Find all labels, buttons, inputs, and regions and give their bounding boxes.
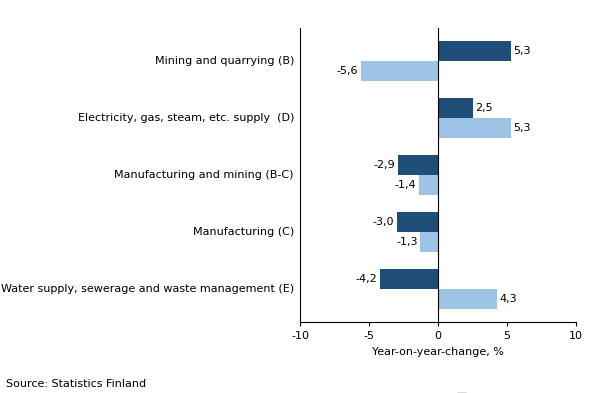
Bar [438,289,497,309]
Bar [398,155,438,175]
Text: 5,3: 5,3 [514,123,531,133]
Text: Mining and quarrying (B): Mining and quarrying (B) [155,56,294,66]
Text: Manufacturing and mining (B-C): Manufacturing and mining (B-C) [115,170,294,180]
Text: -1,3: -1,3 [396,237,418,247]
Bar [419,175,438,195]
Text: Source: Statistics Finland: Source: Statistics Finland [6,379,146,389]
Bar [438,41,511,61]
Text: 4,3: 4,3 [500,294,517,304]
Bar [438,118,511,138]
Text: -5,6: -5,6 [337,66,358,76]
Text: -2,9: -2,9 [374,160,395,170]
Text: -1,4: -1,4 [395,180,416,190]
Text: Manufacturing (C): Manufacturing (C) [193,227,294,237]
Bar [380,269,438,289]
Text: -4,2: -4,2 [356,274,377,284]
Text: 5,3: 5,3 [514,46,531,56]
Text: Electricity, gas, steam, etc. supply  (D): Electricity, gas, steam, etc. supply (D) [77,113,294,123]
Bar [397,212,438,232]
Text: Water supply, sewerage and waste management (E): Water supply, sewerage and waste managem… [1,284,294,294]
Bar [438,98,473,118]
Text: -3,0: -3,0 [373,217,394,227]
Bar [361,61,438,81]
X-axis label: Year-on-year-change, %: Year-on-year-change, % [372,347,504,357]
Bar [420,232,438,252]
Text: 2,5: 2,5 [475,103,493,113]
